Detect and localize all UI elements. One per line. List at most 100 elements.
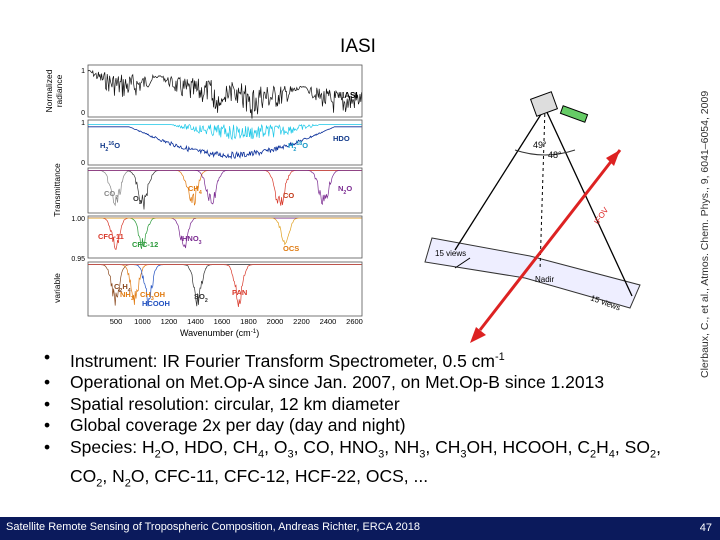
bullet-text: Operational on Met.Op-A since Jan. 2007,…	[70, 372, 605, 393]
species-label-sub: 3	[139, 200, 142, 206]
angle-label: 49°	[533, 140, 547, 150]
species-label: C2H4	[114, 282, 131, 294]
y-axis-label: Transmittance	[52, 163, 62, 217]
species-label-sub: 2	[105, 147, 108, 153]
bullet-text: H	[596, 436, 609, 457]
y-axis-label: radiance	[54, 74, 64, 107]
species-label-sub: 3	[131, 296, 134, 302]
angle-label: 48°	[548, 150, 562, 160]
panel-frame	[87, 167, 363, 214]
x-tick-label: 1400	[187, 317, 204, 326]
spectrum	[88, 169, 362, 206]
species-label-part: CH	[140, 290, 151, 299]
species-label: N2O	[338, 184, 352, 196]
panel-frame	[87, 64, 363, 118]
species-label-sub: 4	[199, 190, 202, 196]
bullet-text: , N	[102, 465, 125, 486]
species-label-part: SO	[194, 292, 205, 301]
bullet-text: O, CFC-11, CFC-12, HCF-22, OCS, ...	[130, 465, 429, 486]
bullet-sub: 3	[419, 448, 426, 461]
species-label-part: N	[338, 184, 343, 193]
diagram-label: Nadir	[535, 275, 554, 284]
bullet-text: Instrument: IR Fourier Transform Spectro…	[70, 350, 495, 371]
spectrum	[88, 264, 362, 306]
x-tick-label: 500	[110, 317, 123, 326]
species-label-sub: 2	[293, 147, 296, 153]
species-label-sub: 2	[205, 298, 208, 304]
instrument-label: IASI	[342, 91, 358, 100]
spectrum	[88, 217, 362, 250]
y-value: 0	[81, 160, 85, 167]
bullet-sub: 2	[96, 477, 103, 490]
satellite-diagram	[424, 91, 641, 343]
species-label: HCOOH	[142, 299, 170, 308]
bullet-sub: 3	[460, 448, 467, 461]
page-number: 47	[699, 522, 712, 534]
species-label: HNO3	[182, 234, 202, 246]
species-label-part: CFC-11	[98, 232, 124, 241]
title: IASI	[340, 36, 376, 57]
y-value: 0	[81, 110, 85, 117]
bullet-text: , CO, HNO	[293, 436, 379, 457]
species-label-part: O	[114, 141, 120, 150]
bullet-sub: 2	[154, 448, 161, 461]
y-axis-label: variable	[52, 273, 62, 303]
spectrum	[88, 169, 362, 206]
panel-frame	[87, 215, 363, 259]
bullet-item: Species: H2O, HDO, CH4, O3, CO, HNO3, NH…	[44, 437, 684, 495]
x-tick-label: 2000	[267, 317, 284, 326]
bullet-text: O, HDO, CH	[160, 436, 258, 457]
species-label-part: O	[346, 184, 352, 193]
citation: Clerbaux, C., et al., Atmos. Chem. Phys.…	[699, 91, 711, 378]
species-label-part: HCOOH	[142, 299, 170, 308]
x-axis-label: Wavenumber (cm-1)	[180, 328, 259, 339]
bullet-sub: 3	[378, 448, 385, 461]
species-label-sup: 18	[296, 141, 302, 147]
species-label: CFC-12	[132, 240, 158, 249]
diagram-label: IFOV	[592, 205, 610, 226]
bullet-item: Instrument: IR Fourier Transform Spectro…	[44, 347, 684, 372]
y-value: 0.95	[71, 256, 85, 263]
species-label-sub: 3	[151, 296, 154, 302]
bullet-item: Spatial resolution: circular, 12 km diam…	[44, 394, 684, 416]
x-tick-label: 2200	[293, 317, 310, 326]
spectrum	[88, 169, 362, 206]
species-label-sub: 2	[115, 195, 118, 201]
species-label-sup: 16	[108, 141, 114, 147]
spectrum	[88, 217, 362, 251]
species-label: PAN	[232, 288, 247, 297]
species-label-part: CO	[104, 189, 115, 198]
species-label-part: HDO	[333, 134, 350, 143]
spectrum	[88, 123, 362, 141]
species-label: H218O	[288, 141, 308, 153]
spectrum	[88, 169, 362, 210]
species-label-part: CFC-12	[132, 240, 158, 249]
species-label-sub: 4	[128, 288, 131, 294]
species-label: H216O	[100, 141, 120, 153]
spectrum	[88, 264, 362, 307]
panel-frame	[87, 261, 363, 317]
y-axis-label: Normalized	[44, 69, 54, 112]
bullet-text: OH, HCOOH, C	[466, 436, 591, 457]
species-label: CFC-11	[98, 232, 124, 241]
bullet-text: , SO	[614, 436, 650, 457]
species-label: SO2	[194, 292, 208, 304]
species-label-sub: 2	[343, 190, 346, 196]
species-label-part: PAN	[232, 288, 247, 297]
species-label: HDO	[333, 134, 350, 143]
spectrum	[88, 169, 362, 207]
bullet-sub: 3	[287, 448, 294, 461]
spectrum	[88, 264, 362, 308]
x-tick-label: 1600	[214, 317, 231, 326]
panel-frame	[87, 119, 363, 166]
species-label-part: H	[100, 141, 105, 150]
species-label-part: OH	[154, 290, 165, 299]
bullet-sub: 2	[590, 448, 597, 461]
diagram-label: 15 views	[435, 249, 466, 258]
spectrum	[88, 169, 362, 205]
bullet-text: Species: H	[70, 436, 155, 457]
species-label-part: OCS	[283, 244, 299, 253]
x-axis-label-part: )	[256, 328, 259, 338]
bullet-text: , NH	[384, 436, 420, 457]
species-label: CO2	[104, 189, 118, 201]
